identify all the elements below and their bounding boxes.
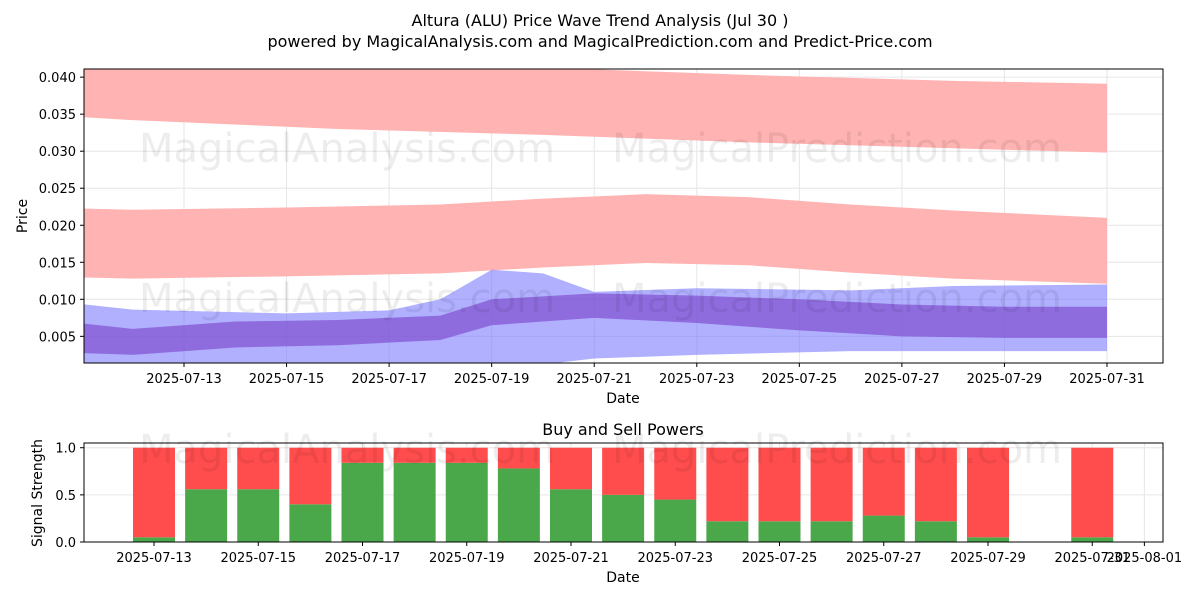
price-axis-ticks: 2025-07-13 2025-07-15 2025-07-17 2025-07-19… [39, 71, 1145, 387]
sell-bar [393, 447, 436, 463]
sell-bar [967, 447, 1009, 538]
buy-sell-axis-ticks: 2025-07-13 2025-07-15 2025-07-17 2025-07-19… [55, 442, 1182, 566]
buy-sell-bars [133, 447, 1114, 542]
y-tick-label: 0.010 [39, 293, 76, 308]
y-tick-label: 0.015 [39, 256, 76, 271]
x-tick-label: 2025-07-29 [950, 551, 1026, 566]
watermark: MagicalPrediction.com [612, 276, 1062, 322]
x-tick-label: 2025-07-17 [325, 551, 401, 566]
sell-bar [758, 447, 801, 522]
x-tick-label: 2025-08-01 [1107, 551, 1183, 566]
watermark: MagicalAnalysis.com [139, 276, 555, 322]
y-tick-label: 0.020 [39, 219, 76, 234]
sell-bar [1071, 447, 1114, 538]
price-plot-frame [83, 68, 1164, 364]
price-x-axis-label: Date [606, 391, 639, 407]
x-tick-label: 2025-07-21 [556, 372, 632, 387]
sell-bar [237, 447, 280, 490]
x-tick-label: 2025-07-19 [429, 551, 505, 566]
price-watermarks: MagicalAnalysis.com MagicalPrediction.co… [139, 126, 1062, 322]
buy-sell-x-axis-label: Date [606, 570, 639, 586]
x-tick-label: 2025-07-13 [116, 551, 192, 566]
price-bands [84, 69, 1107, 363]
x-tick-label: 2025-07-23 [637, 551, 713, 566]
x-tick-label: 2025-07-25 [742, 551, 818, 566]
buy-bar [341, 462, 384, 542]
buy-bar [237, 489, 280, 542]
watermark: MagicalPrediction.com [612, 126, 1062, 172]
buy-bar [133, 537, 175, 542]
y-tick-label: 0.5 [55, 489, 76, 504]
x-tick-label: 2025-07-27 [846, 551, 922, 566]
chart-subtitle: powered by MagicalAnalysis.com and Magic… [267, 32, 932, 51]
buy-bar [862, 515, 905, 542]
sell-bar [810, 447, 853, 522]
buy-bar [967, 537, 1009, 542]
sell-bar [341, 447, 384, 463]
buy-bar [393, 462, 436, 542]
y-tick-label: 1.0 [55, 442, 76, 457]
x-tick-label: 2025-07-25 [762, 372, 838, 387]
purple-core-series [84, 293, 1107, 355]
sell-bar [185, 447, 228, 490]
buy-bar [914, 521, 957, 542]
price-y-axis-label: Price [15, 199, 31, 233]
x-tick-label: 2025-07-31 [1069, 372, 1145, 387]
buy-bar [706, 521, 749, 542]
buy-bar [810, 521, 853, 542]
sell-bar [497, 447, 540, 469]
sell-bar [445, 447, 488, 463]
y-tick-label: 0.030 [39, 145, 76, 160]
x-tick-label: 2025-07-13 [146, 372, 222, 387]
sell-bar [862, 447, 905, 516]
buy-sell-y-axis-label: Signal Strength [30, 439, 46, 547]
sell-bar [706, 447, 749, 522]
buy-sell-plot-frame [83, 442, 1164, 543]
buy-bar [497, 468, 540, 542]
sell-bar [133, 447, 175, 538]
x-tick-label: 2025-07-19 [454, 372, 530, 387]
sell-bar [914, 447, 957, 522]
buy-bar [289, 504, 332, 542]
x-tick-label: 2025-07-21 [533, 551, 609, 566]
sell-bar [550, 447, 592, 490]
buy-sell-title: Buy and Sell Powers [542, 420, 704, 439]
buy-bar [758, 521, 801, 542]
x-tick-label: 2025-07-17 [351, 372, 427, 387]
red-band-series [84, 194, 1107, 284]
buy-bar [185, 489, 228, 542]
price-chart: MagicalAnalysis.com MagicalPrediction.co… [15, 68, 1164, 407]
buy-sell-watermarks: MagicalAnalysis.com MagicalPrediction.co… [139, 427, 1062, 473]
watermark: MagicalPrediction.com [612, 427, 1062, 473]
sell-bar [602, 447, 645, 495]
buy-bar [550, 489, 592, 542]
y-tick-label: 0.005 [39, 330, 76, 345]
buy-bar [1071, 537, 1114, 542]
y-tick-label: 0.035 [39, 108, 76, 123]
sell-bar [654, 447, 697, 500]
red-band-series [84, 69, 1107, 153]
sell-bar [289, 447, 332, 505]
watermark: MagicalAnalysis.com [139, 427, 555, 473]
chart-title: Altura (ALU) Price Wave Trend Analysis (… [412, 11, 789, 30]
x-tick-label: 2025-07-29 [967, 372, 1043, 387]
buy-bar [445, 462, 488, 542]
x-tick-label: 2025-07-15 [249, 372, 325, 387]
x-tick-label: 2025-07-27 [864, 372, 940, 387]
x-tick-label: 2025-07-31 [1054, 551, 1130, 566]
y-tick-label: 0.040 [39, 71, 76, 86]
x-tick-label: 2025-07-15 [220, 551, 296, 566]
buy-sell-chart: Buy and Sell Powers MagicalAnalysis.com … [30, 420, 1182, 586]
watermark: MagicalAnalysis.com [139, 126, 555, 172]
x-tick-label: 2025-07-23 [659, 372, 735, 387]
buy-bar [654, 499, 697, 542]
y-tick-label: 0.025 [39, 182, 76, 197]
buy-bar [602, 494, 645, 542]
y-tick-label: 0.0 [55, 536, 76, 551]
